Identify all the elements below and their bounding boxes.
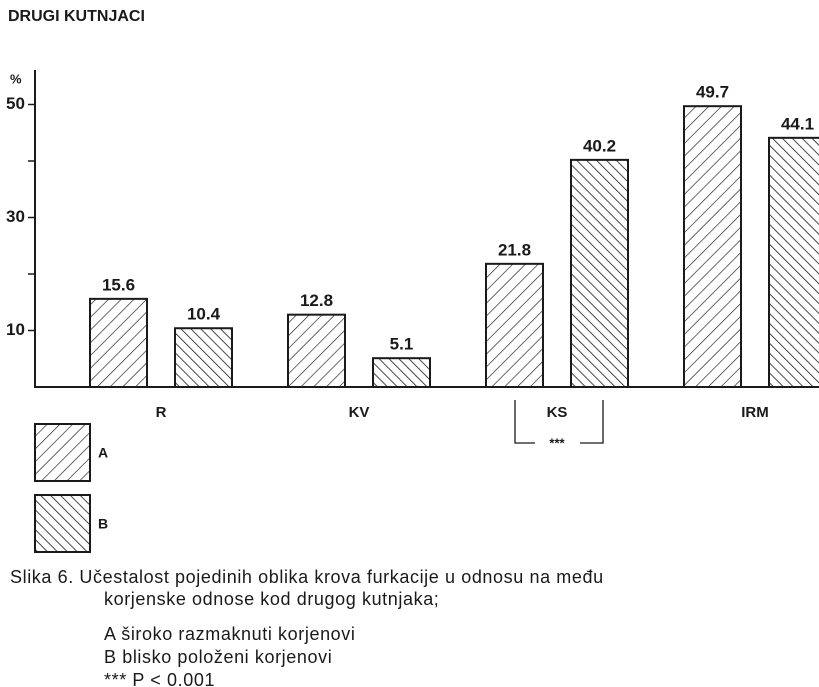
caption-line: Slika 6. Učestalost pojedinih oblika kro… (10, 567, 604, 587)
bar-value-label: 12.8 (300, 291, 333, 310)
legend-swatch (34, 423, 91, 482)
bar (174, 327, 233, 388)
bar (89, 297, 148, 388)
bar-value-label: 5.1 (390, 335, 414, 354)
bar-value-label: 15.6 (102, 275, 135, 294)
y-tick-label: 10 (6, 320, 25, 339)
bar (485, 262, 544, 388)
bar-value-label: 40.2 (583, 136, 616, 155)
x-tick-label: KV (349, 404, 370, 421)
bar (287, 313, 346, 388)
y-tick-label: 30 (6, 207, 25, 226)
bar-value-label: 44.1 (781, 114, 814, 133)
legend-swatch (34, 494, 91, 553)
legend-label: B (98, 516, 108, 532)
bar-value-label: 10.4 (187, 305, 221, 324)
x-tick-label: KS (547, 404, 568, 421)
chart-title: DRUGI KUTNJACI (8, 8, 145, 25)
x-tick-label: R (156, 404, 167, 421)
caption-note: A široko razmaknuti korjenovi (104, 624, 356, 644)
y-axis-label: % (10, 71, 22, 86)
caption-note: B blisko položeni korjenovi (104, 647, 332, 667)
bar-value-label: 49.7 (696, 83, 729, 102)
bar (683, 105, 742, 388)
significance-bracket (514, 400, 604, 444)
bar-value-label: 21.8 (498, 240, 531, 259)
legend-label: A (98, 445, 108, 461)
significance-annotation: *** (549, 435, 565, 450)
bar (372, 357, 431, 388)
bar (570, 158, 629, 388)
caption-note: *** P < 0.001 (104, 670, 215, 687)
caption-line: korjenske odnose kod drugog kutnjaka; (104, 589, 439, 609)
x-tick-label: IRM (741, 404, 769, 421)
y-tick-label: 50 (6, 94, 25, 113)
bar (768, 136, 819, 388)
